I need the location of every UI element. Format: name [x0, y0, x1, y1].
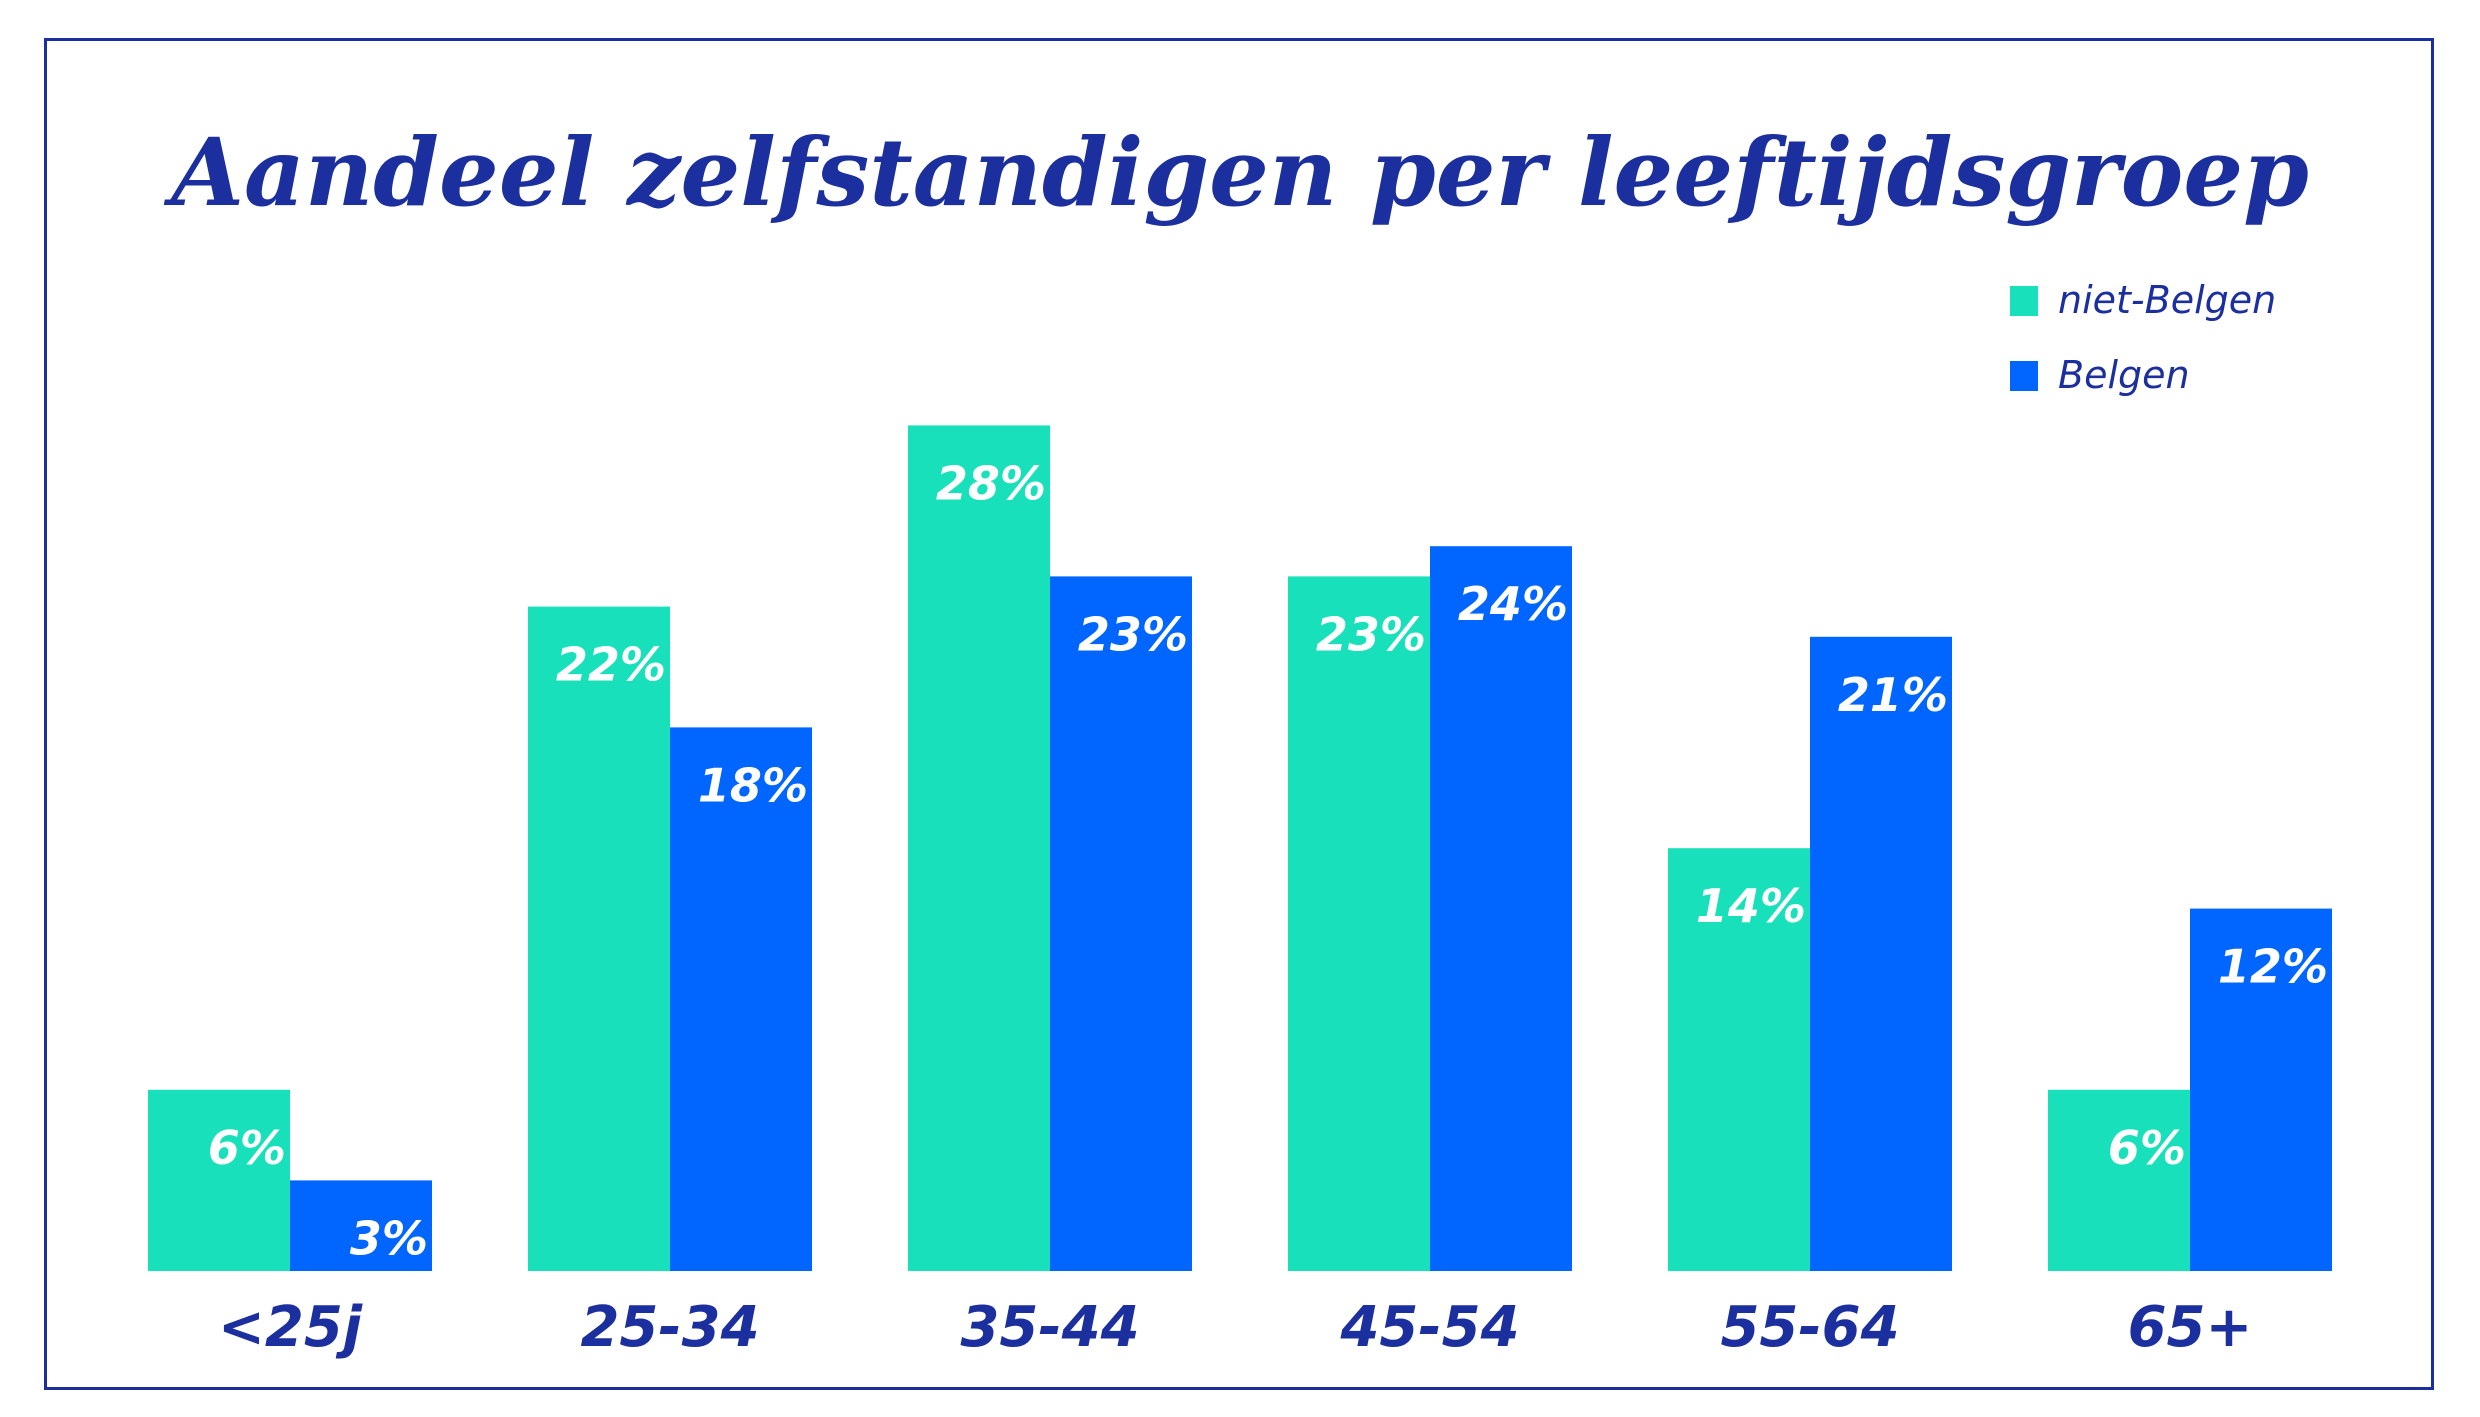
- bar-belgen: [290, 1180, 432, 1271]
- chart-title: Aandeel zelfstandigen per leeftijdsgroep: [171, 118, 2309, 228]
- bar-niet-belgen: [1288, 576, 1430, 1271]
- bar-belgen: [2190, 908, 2332, 1271]
- data-label-belgen: 23%: [1078, 607, 1188, 661]
- x-tick-label: <25j: [218, 1295, 363, 1360]
- bar-belgen: [1810, 636, 1952, 1271]
- data-label-belgen: 21%: [1838, 668, 1948, 722]
- legend-swatch-belgen: [2010, 361, 2038, 391]
- data-label-niet-belgen: 6%: [2108, 1121, 2186, 1175]
- bar-belgen: [1430, 546, 1572, 1271]
- data-label-belgen: 12%: [2218, 940, 2328, 994]
- x-tick-label: 55-64: [1720, 1295, 1899, 1360]
- data-label-belgen: 24%: [1458, 577, 1568, 631]
- data-label-belgen: 18%: [698, 758, 808, 812]
- legend-label-niet-belgen: niet-Belgen: [2058, 278, 2276, 322]
- bar-niet-belgen: [908, 425, 1050, 1271]
- data-label-niet-belgen: 6%: [208, 1121, 286, 1175]
- x-tick-label: 35-44: [960, 1295, 1139, 1360]
- bar-niet-belgen: [148, 1089, 290, 1271]
- chart-frame: [44, 38, 2434, 1390]
- bar-niet-belgen: [528, 606, 670, 1271]
- x-tick-label: 25-34: [580, 1295, 759, 1360]
- data-label-niet-belgen: 23%: [1316, 607, 1426, 661]
- data-label-belgen: 3%: [350, 1211, 428, 1265]
- data-label-niet-belgen: 28%: [936, 456, 1046, 510]
- x-tick-label: 45-54: [1339, 1295, 1519, 1360]
- legend-swatch-niet-belgen: [2010, 286, 2038, 316]
- bar-niet-belgen: [1668, 848, 1810, 1271]
- bar-niet-belgen: [2048, 1089, 2190, 1271]
- legend-label-belgen: Belgen: [2058, 353, 2190, 397]
- data-label-niet-belgen: 14%: [1696, 879, 1806, 933]
- data-label-niet-belgen: 22%: [556, 638, 666, 692]
- bar-belgen: [1050, 576, 1192, 1271]
- x-tick-label: 65+: [2128, 1295, 2253, 1360]
- bar-belgen: [670, 727, 812, 1271]
